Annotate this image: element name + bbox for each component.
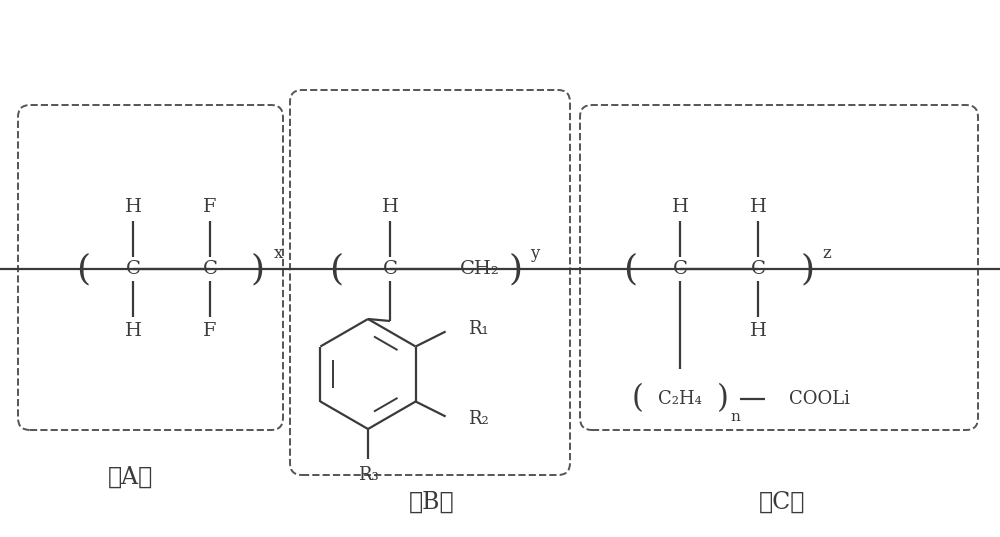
Text: y: y (530, 244, 540, 262)
Text: C: C (126, 260, 140, 278)
Text: z: z (823, 244, 831, 262)
Text: C: C (383, 260, 397, 278)
Text: (: ( (329, 252, 343, 286)
Text: x: x (273, 244, 283, 262)
Text: CH₂: CH₂ (460, 260, 500, 278)
Text: R₂: R₂ (468, 410, 488, 427)
Text: H: H (672, 198, 688, 216)
Text: C: C (673, 260, 687, 278)
Text: H: H (124, 198, 142, 216)
Text: COOLi: COOLi (790, 390, 850, 408)
Text: （C）: （C） (759, 490, 805, 513)
Text: R₃: R₃ (358, 466, 378, 484)
Text: F: F (203, 198, 217, 216)
Text: F: F (203, 322, 217, 340)
Text: （B）: （B） (409, 490, 455, 513)
Text: H: H (124, 322, 142, 340)
Text: C: C (203, 260, 217, 278)
Text: n: n (730, 410, 740, 424)
Text: H: H (382, 198, 398, 216)
Text: (: ( (632, 383, 644, 415)
Text: ): ) (251, 252, 265, 286)
Text: C: C (751, 260, 765, 278)
Text: H: H (750, 322, 767, 340)
Text: R₁: R₁ (468, 321, 488, 338)
Text: ): ) (801, 252, 815, 286)
Text: （A）: （A） (107, 466, 153, 489)
Text: C₂H₄: C₂H₄ (658, 390, 702, 408)
Text: ): ) (717, 383, 729, 415)
Text: (: ( (623, 252, 637, 286)
Text: (: ( (76, 252, 90, 286)
Text: ): ) (509, 252, 523, 286)
Text: H: H (750, 198, 767, 216)
